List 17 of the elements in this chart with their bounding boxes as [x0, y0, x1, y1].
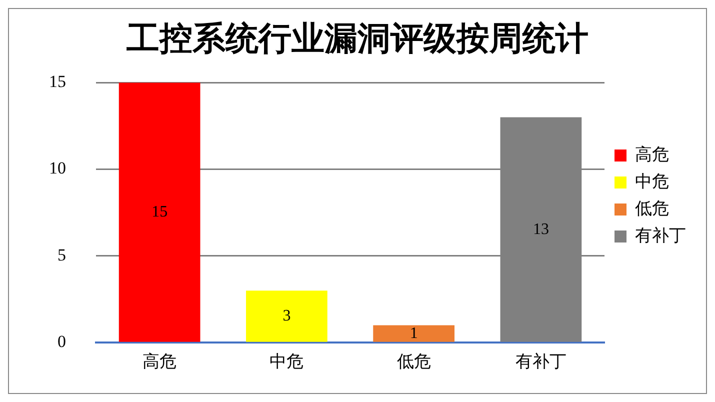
legend-label: 中危 — [635, 172, 669, 192]
data-label: 1 — [410, 324, 418, 342]
x-tick-label: 低危 — [396, 352, 431, 372]
x-tick-label: 高危 — [142, 352, 177, 372]
y-tick-label: 0 — [58, 332, 66, 352]
legend-label: 有补丁 — [635, 226, 686, 246]
data-label: 13 — [532, 220, 549, 238]
x-tick-label: 有补丁 — [515, 352, 566, 372]
y-tick-label: 5 — [58, 245, 66, 264]
legend-label: 低危 — [635, 198, 669, 219]
chart-title: 工控系统行业漏洞评级按周统计 — [126, 18, 588, 58]
y-tick-label: 15 — [49, 72, 66, 92]
data-label: 15 — [152, 203, 168, 220]
x-tick-label: 中危 — [270, 352, 304, 372]
legend-label: 高危 — [635, 144, 669, 165]
y-tick-label: 10 — [49, 158, 66, 178]
data-label: 3 — [282, 307, 291, 324]
